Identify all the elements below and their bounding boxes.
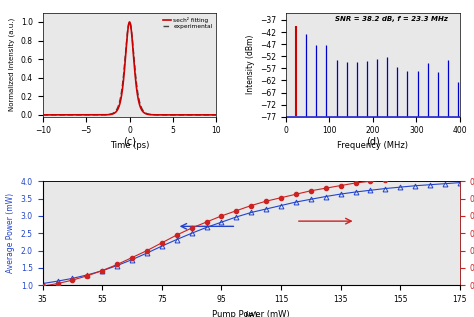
experimental bbox=[120, 82, 126, 86]
Line: experimental: experimental bbox=[43, 22, 217, 115]
Line: sech² fitting: sech² fitting bbox=[43, 22, 217, 115]
Title: (d): (d) bbox=[366, 137, 380, 147]
sech² fitting bbox=[214, 113, 219, 117]
experimental bbox=[209, 113, 214, 117]
Title: (c): (c) bbox=[123, 137, 136, 147]
sech² fitting bbox=[49, 113, 55, 117]
X-axis label: Pump Power (mW): Pump Power (mW) bbox=[212, 310, 290, 317]
Legend: sech² fitting, experimental: sech² fitting, experimental bbox=[162, 16, 214, 30]
experimental bbox=[209, 113, 214, 117]
sech² fitting bbox=[177, 113, 182, 117]
sech² fitting bbox=[40, 113, 46, 117]
sech² fitting bbox=[127, 20, 132, 24]
X-axis label: Frequency (MHz): Frequency (MHz) bbox=[337, 141, 409, 150]
Y-axis label: Normalized Intensity (a.u.): Normalized Intensity (a.u.) bbox=[9, 18, 15, 111]
sech² fitting bbox=[120, 87, 126, 90]
experimental bbox=[49, 113, 55, 117]
Title: (e): (e) bbox=[245, 311, 258, 317]
experimental bbox=[40, 113, 46, 117]
experimental bbox=[214, 113, 219, 117]
sech² fitting bbox=[124, 35, 130, 39]
experimental bbox=[177, 113, 182, 117]
sech² fitting bbox=[209, 113, 214, 117]
Y-axis label: Intensity (dBm): Intensity (dBm) bbox=[246, 35, 255, 94]
Text: SNR = 38.2 dB, f = 23.3 MHz: SNR = 38.2 dB, f = 23.3 MHz bbox=[335, 16, 447, 22]
X-axis label: Time (ps): Time (ps) bbox=[110, 141, 149, 150]
experimental bbox=[124, 33, 130, 37]
Y-axis label: Average Power (mW): Average Power (mW) bbox=[6, 193, 15, 273]
experimental bbox=[127, 20, 132, 24]
sech² fitting bbox=[209, 113, 214, 117]
